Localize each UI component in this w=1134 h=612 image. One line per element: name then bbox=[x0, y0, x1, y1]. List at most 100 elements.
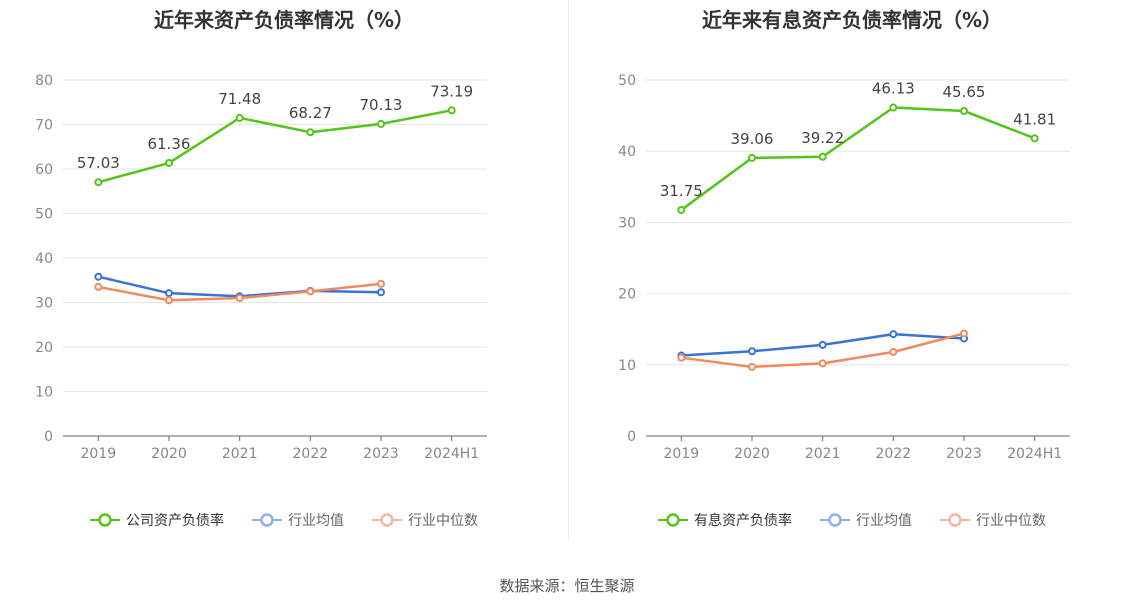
data-label: 39.22 bbox=[801, 129, 844, 147]
legend: 有息资产负债率 行业均值 行业中位数 bbox=[570, 510, 1134, 530]
x-tick-label: 2024H1 bbox=[424, 446, 479, 462]
data-point bbox=[235, 113, 244, 122]
data-point bbox=[165, 289, 173, 298]
x-tick-label: 2022 bbox=[293, 446, 329, 462]
legend-item-company[interactable]: 有息资产负债率 bbox=[658, 510, 792, 530]
series-line-0 bbox=[98, 109, 452, 184]
legend-label: 公司资产负债率 bbox=[126, 513, 224, 529]
panel-divider bbox=[568, 0, 569, 540]
y-tick-label: 0 bbox=[44, 429, 53, 445]
data-point bbox=[889, 347, 898, 356]
right-chart-panel: 近年来有息资产负债率情况（%） 0 10 20 30 40 50 2019 2020 2021 2… bbox=[570, 0, 1134, 560]
legend-marker-orange-icon bbox=[940, 513, 970, 527]
legend-item-industry-avg[interactable]: 行业均值 bbox=[252, 510, 344, 530]
data-label: 70.13 bbox=[360, 96, 403, 114]
y-tick-label: 40 bbox=[618, 144, 636, 160]
x-tick-label: 2020 bbox=[151, 446, 187, 462]
x-tick-label: 2019 bbox=[81, 446, 117, 462]
legend-item-industry-avg[interactable]: 行业均值 bbox=[820, 510, 912, 530]
data-point bbox=[960, 329, 968, 338]
data-label: 31.75 bbox=[660, 182, 703, 200]
y-tick-label: 40 bbox=[35, 251, 53, 267]
x-tick-label: 2023 bbox=[946, 446, 982, 462]
legend-marker-blue-icon bbox=[820, 513, 850, 527]
data-point bbox=[377, 279, 385, 288]
source-separator: ： bbox=[559, 577, 575, 595]
data-point bbox=[165, 296, 173, 305]
y-tick-label: 10 bbox=[618, 358, 636, 374]
legend-label: 行业中位数 bbox=[408, 513, 478, 529]
data-point bbox=[818, 359, 827, 368]
x-tick-label: 2021 bbox=[805, 446, 841, 462]
left-chart-panel: 近年来资产负债率情况（%） 0 10 20 30 40 50 60 70 80 2019 2020 2… bbox=[0, 0, 568, 560]
data-point bbox=[889, 330, 898, 339]
x-tick-label: 2019 bbox=[664, 446, 700, 462]
legend-label: 行业均值 bbox=[288, 513, 344, 529]
y-tick-label: 20 bbox=[35, 340, 53, 356]
y-tick-label: 50 bbox=[35, 207, 53, 223]
data-point bbox=[165, 158, 173, 167]
y-tick-label: 20 bbox=[618, 287, 636, 303]
source-name: 恒生聚源 bbox=[574, 577, 635, 595]
chart-title: 近年来有息资产负债率情况（%） bbox=[701, 8, 1003, 32]
x-tick-label: 2023 bbox=[363, 446, 399, 462]
data-label: 39.06 bbox=[731, 130, 774, 148]
data-point bbox=[960, 106, 968, 115]
data-label: 46.13 bbox=[872, 80, 915, 98]
data-label: 68.27 bbox=[289, 104, 332, 122]
legend-label: 行业中位数 bbox=[976, 513, 1046, 529]
legend-label: 有息资产负债率 bbox=[694, 513, 792, 529]
y-tick-label: 30 bbox=[618, 215, 636, 231]
data-point bbox=[818, 340, 827, 349]
data-point bbox=[748, 347, 756, 356]
data-point bbox=[677, 353, 686, 362]
y-tick-label: 70 bbox=[35, 118, 53, 134]
y-tick-label: 0 bbox=[627, 429, 636, 445]
legend-item-industry-median[interactable]: 行业中位数 bbox=[372, 510, 478, 530]
data-source: 数据来源：恒生聚源 bbox=[0, 575, 1134, 596]
data-point bbox=[447, 106, 456, 115]
legend-marker-green-icon bbox=[658, 513, 688, 527]
data-label: 61.36 bbox=[148, 135, 191, 153]
data-point bbox=[1030, 134, 1039, 143]
data-label: 45.65 bbox=[943, 83, 986, 101]
legend-label: 行业均值 bbox=[856, 513, 912, 529]
x-tick-label: 2020 bbox=[734, 446, 770, 462]
y-tick-label: 50 bbox=[618, 73, 636, 89]
data-label: 57.03 bbox=[77, 154, 120, 172]
data-point bbox=[94, 178, 103, 187]
chart-title: 近年来资产负债率情况（%） bbox=[153, 8, 415, 32]
data-label: 71.48 bbox=[218, 90, 261, 108]
legend-item-industry-median[interactable]: 行业中位数 bbox=[940, 510, 1046, 530]
data-point bbox=[748, 153, 756, 162]
series-line-0 bbox=[680, 106, 1036, 211]
debt-ratio-line-chart: 0 10 20 30 40 50 60 70 80 2019 2020 2021 2022 2023 202… bbox=[35, 73, 487, 462]
data-point bbox=[748, 362, 756, 371]
data-point bbox=[889, 103, 898, 112]
data-point bbox=[306, 128, 315, 137]
y-tick-label: 30 bbox=[35, 296, 53, 312]
x-tick-label: 2022 bbox=[876, 446, 912, 462]
data-label: 41.81 bbox=[1013, 110, 1056, 128]
data-point bbox=[94, 282, 103, 291]
source-label: 数据来源 bbox=[499, 577, 560, 595]
legend-item-company[interactable]: 公司资产负债率 bbox=[90, 510, 224, 530]
y-tick-label: 60 bbox=[35, 162, 53, 178]
legend: 公司资产负债率 行业均值 行业中位数 bbox=[0, 510, 568, 530]
data-point bbox=[377, 288, 385, 297]
data-point bbox=[818, 152, 827, 161]
y-tick-label: 10 bbox=[35, 385, 53, 401]
legend-marker-orange-icon bbox=[372, 513, 402, 527]
data-point bbox=[677, 205, 686, 214]
x-tick-label: 2024H1 bbox=[1007, 446, 1062, 462]
data-point bbox=[306, 287, 315, 296]
data-point bbox=[235, 294, 244, 303]
interest-debt-ratio-line-chart: 0 10 20 30 40 50 2019 2020 2021 2022 2023 2024H1 31.… bbox=[618, 73, 1070, 462]
legend-marker-blue-icon bbox=[252, 513, 282, 527]
x-tick-label: 2021 bbox=[222, 446, 258, 462]
y-tick-label: 80 bbox=[35, 73, 53, 89]
data-label: 73.19 bbox=[430, 82, 473, 100]
data-point bbox=[94, 272, 103, 281]
legend-marker-green-icon bbox=[90, 513, 120, 527]
data-point bbox=[377, 119, 385, 128]
